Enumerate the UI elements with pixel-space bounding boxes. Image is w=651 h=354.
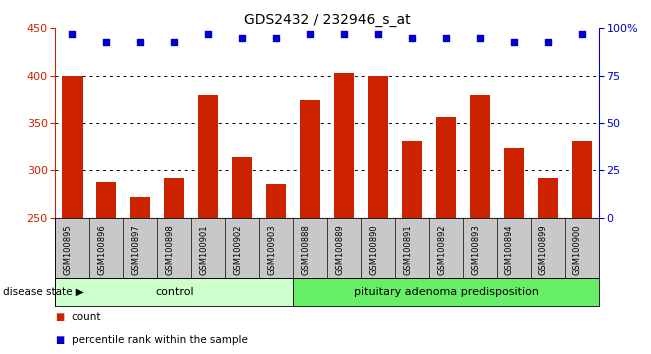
Text: GSM100897: GSM100897 <box>132 224 140 275</box>
Point <box>509 39 519 44</box>
Text: GSM100895: GSM100895 <box>63 224 72 275</box>
Text: GSM100901: GSM100901 <box>199 224 208 275</box>
Text: ■: ■ <box>55 335 64 345</box>
Bar <box>266 184 286 218</box>
Bar <box>164 178 184 218</box>
Point <box>305 31 315 37</box>
Bar <box>62 76 83 218</box>
Point <box>543 39 553 44</box>
Bar <box>538 178 558 218</box>
Text: GSM100903: GSM100903 <box>267 224 276 275</box>
Text: GSM100902: GSM100902 <box>233 224 242 275</box>
Text: GSM100892: GSM100892 <box>437 224 446 275</box>
Bar <box>572 141 592 218</box>
Point <box>203 31 214 37</box>
Point <box>441 35 451 41</box>
Bar <box>402 141 422 218</box>
Point <box>135 39 145 44</box>
Bar <box>368 76 388 218</box>
Text: disease state ▶: disease state ▶ <box>3 287 84 297</box>
Point <box>339 31 350 37</box>
Bar <box>198 95 218 218</box>
Text: control: control <box>155 287 193 297</box>
Bar <box>334 73 354 218</box>
Text: ■: ■ <box>55 312 64 322</box>
Point <box>475 35 485 41</box>
Text: GSM100896: GSM100896 <box>97 224 106 275</box>
Text: percentile rank within the sample: percentile rank within the sample <box>72 335 247 345</box>
Point <box>101 39 111 44</box>
Text: GSM100893: GSM100893 <box>471 224 480 275</box>
Text: GSM100894: GSM100894 <box>505 224 514 275</box>
Bar <box>130 197 150 218</box>
Point <box>271 35 281 41</box>
Point <box>67 31 77 37</box>
Text: GSM100888: GSM100888 <box>301 224 310 275</box>
Point <box>407 35 417 41</box>
Text: GSM100891: GSM100891 <box>403 224 412 275</box>
Bar <box>96 182 117 218</box>
Bar <box>55 278 293 306</box>
Text: GSM100889: GSM100889 <box>335 224 344 275</box>
Bar <box>300 100 320 218</box>
Bar <box>504 148 524 218</box>
Text: pituitary adenoma predisposition: pituitary adenoma predisposition <box>353 287 538 297</box>
Text: GSM100899: GSM100899 <box>539 224 548 275</box>
Title: GDS2432 / 232946_s_at: GDS2432 / 232946_s_at <box>244 13 410 27</box>
Bar <box>436 117 456 218</box>
Point <box>373 31 383 37</box>
Bar <box>293 278 599 306</box>
Bar <box>232 157 253 218</box>
Point <box>169 39 180 44</box>
Text: GSM100900: GSM100900 <box>573 224 582 275</box>
Text: count: count <box>72 312 101 322</box>
Point <box>237 35 247 41</box>
Bar <box>470 95 490 218</box>
Text: GSM100890: GSM100890 <box>369 224 378 275</box>
Point <box>577 31 587 37</box>
Text: GSM100898: GSM100898 <box>165 224 174 275</box>
